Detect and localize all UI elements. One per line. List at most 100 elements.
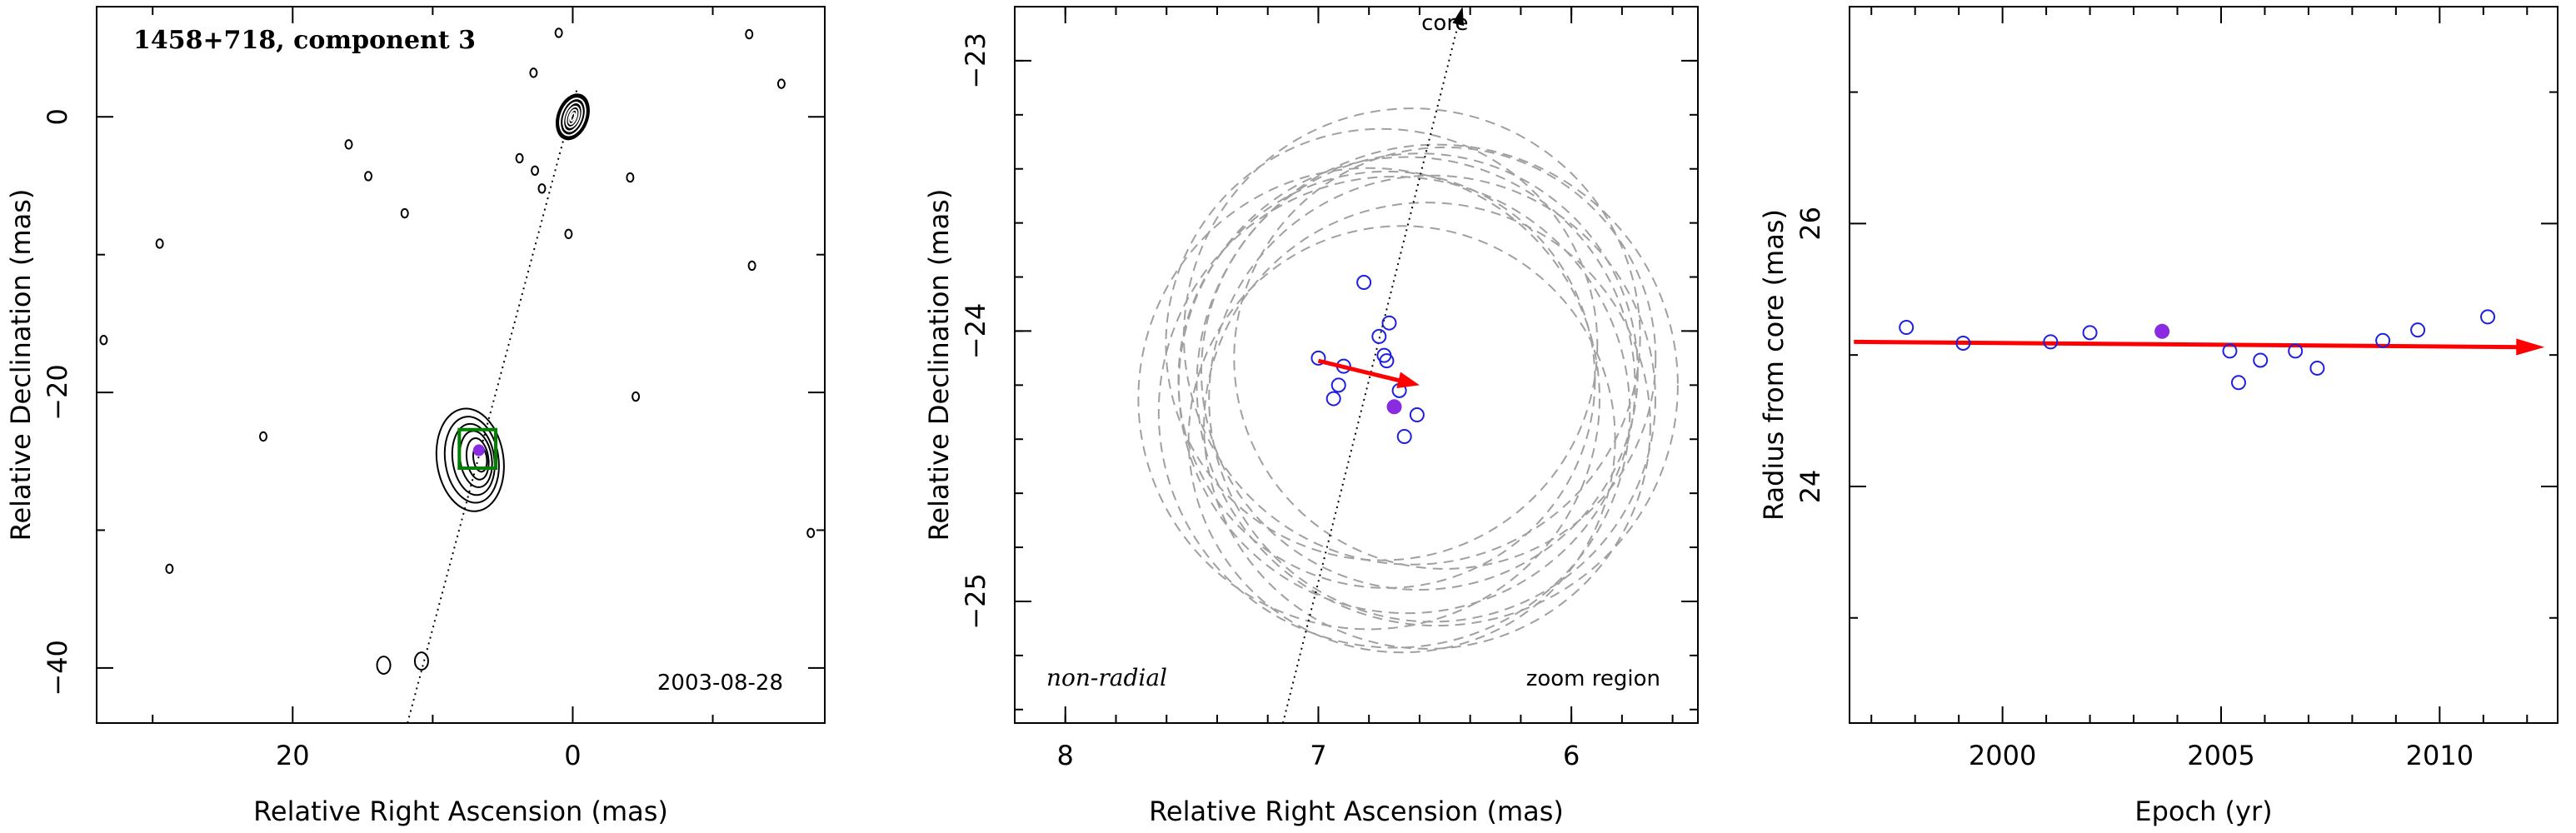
core-label: core bbox=[1421, 11, 1468, 36]
plot-frame bbox=[1849, 6, 2559, 724]
noise-contour bbox=[165, 563, 174, 574]
core-contour bbox=[569, 112, 577, 122]
noise-contour bbox=[364, 171, 373, 182]
panel-title: 1458+718, component 3 bbox=[133, 26, 476, 55]
noise-contour bbox=[515, 152, 524, 164]
noise-contour bbox=[537, 183, 547, 194]
component-marker bbox=[472, 444, 485, 456]
noise-contour bbox=[806, 527, 816, 538]
error-circle bbox=[1137, 167, 1600, 631]
noise-contour bbox=[554, 27, 563, 38]
plot-frame bbox=[1014, 6, 1699, 724]
noise-contour bbox=[155, 238, 164, 249]
component-contour bbox=[465, 437, 490, 481]
y-tick-label: −23 bbox=[960, 32, 991, 89]
x-tick-label: 6 bbox=[1563, 740, 1580, 771]
position-point bbox=[1310, 350, 1326, 366]
x-tick-label: 2010 bbox=[2406, 740, 2474, 771]
position-point bbox=[1381, 315, 1397, 331]
position-point bbox=[1325, 391, 1341, 407]
y-tick-label: −25 bbox=[960, 573, 991, 630]
x-axis-label: Epoch (yr) bbox=[2134, 796, 2272, 827]
x-tick-label: 2000 bbox=[1969, 740, 2036, 771]
radius-point bbox=[2375, 332, 2391, 348]
noise-contour bbox=[344, 139, 353, 150]
y-axis-label: Relative Declination (mas) bbox=[5, 189, 37, 541]
error-circle bbox=[1201, 152, 1639, 591]
jet-direction-line bbox=[407, 88, 578, 724]
noise-contour bbox=[745, 28, 754, 40]
noise-contour bbox=[564, 228, 573, 240]
component-contour bbox=[435, 407, 505, 512]
core-contour bbox=[565, 105, 581, 128]
radius-point bbox=[2410, 322, 2426, 338]
error-circle bbox=[1177, 156, 1636, 615]
highlight-point bbox=[1386, 399, 1402, 415]
plot-frame bbox=[96, 6, 826, 724]
x-tick-label: 2005 bbox=[2187, 740, 2254, 771]
position-point bbox=[1379, 353, 1395, 369]
error-circle bbox=[1165, 127, 1599, 561]
position-point bbox=[1396, 429, 1412, 444]
radius-point bbox=[2230, 375, 2246, 391]
motion-vector-head bbox=[1396, 372, 1420, 388]
y-tick-label: −20 bbox=[42, 364, 73, 421]
noise-contour bbox=[259, 431, 268, 442]
noise-contour bbox=[626, 172, 635, 183]
noise-contour bbox=[747, 260, 756, 272]
radius-point bbox=[2043, 334, 2059, 350]
radius-point bbox=[1899, 320, 1915, 336]
noise-contour bbox=[413, 651, 429, 671]
error-circle bbox=[1203, 202, 1651, 650]
error-circle bbox=[1208, 174, 1656, 623]
zoom-region-label: zoom region bbox=[1526, 666, 1660, 691]
error-circle bbox=[1157, 176, 1631, 649]
noise-contour bbox=[632, 391, 641, 402]
core-direction-arrowhead bbox=[1452, 7, 1464, 27]
radius-point bbox=[2480, 309, 2496, 325]
x-axis-label: Relative Right Ascension (mas) bbox=[1149, 796, 1564, 827]
highlight-point bbox=[2154, 323, 2170, 339]
y-tick-label: 24 bbox=[1795, 470, 1826, 504]
radius-panel: 2000 2005 2010 24 26 Epoch (yr) Radius from co… bbox=[1758, 6, 2559, 827]
x-tick-label: 7 bbox=[1310, 740, 1326, 771]
x-tick-label: 20 bbox=[276, 740, 310, 771]
component-contour bbox=[443, 416, 500, 504]
error-circle bbox=[1233, 146, 1657, 570]
y-axis-label: Relative Declination (mas) bbox=[923, 189, 955, 541]
radius-point bbox=[2222, 343, 2238, 359]
fit-line-head bbox=[2516, 338, 2545, 356]
x-tick-label: 0 bbox=[564, 740, 581, 771]
position-point bbox=[1371, 328, 1387, 344]
y-tick-label: 0 bbox=[42, 108, 73, 125]
error-circle bbox=[1187, 225, 1616, 654]
radius-point bbox=[2288, 343, 2304, 359]
x-tick-label: 8 bbox=[1057, 740, 1074, 771]
x-axis-label: Relative Right Ascension (mas) bbox=[253, 796, 668, 827]
radius-point bbox=[1955, 335, 1971, 351]
core-contour bbox=[562, 102, 583, 132]
core-contour bbox=[556, 93, 590, 141]
motion-type-label: non-radial bbox=[1046, 664, 1167, 691]
position-point bbox=[1409, 407, 1425, 423]
zoom-panel: 8 7 6 −23 −24 −25 Relative Right Ascension (ma… bbox=[923, 6, 1699, 827]
noise-contour bbox=[529, 67, 538, 78]
error-circle bbox=[1177, 170, 1596, 589]
contour-panel: 20 0 0 −20 −40 Relative Right Ascension (mas)… bbox=[5, 6, 826, 827]
error-circle bbox=[1182, 107, 1641, 566]
fit-line bbox=[1854, 339, 2524, 350]
radius-point bbox=[2253, 352, 2269, 368]
motion-vector bbox=[1317, 358, 1405, 384]
error-circle bbox=[1196, 143, 1679, 627]
noise-contour bbox=[99, 335, 108, 346]
core-contour bbox=[567, 108, 578, 125]
noise-contour bbox=[531, 165, 540, 177]
position-point bbox=[1356, 275, 1372, 291]
radius-point bbox=[2309, 360, 2325, 376]
core-direction-line bbox=[1281, 6, 1464, 724]
noise-contour bbox=[400, 207, 409, 219]
radius-point bbox=[2082, 325, 2098, 341]
position-point bbox=[1330, 377, 1346, 393]
noise-contour bbox=[776, 78, 786, 89]
